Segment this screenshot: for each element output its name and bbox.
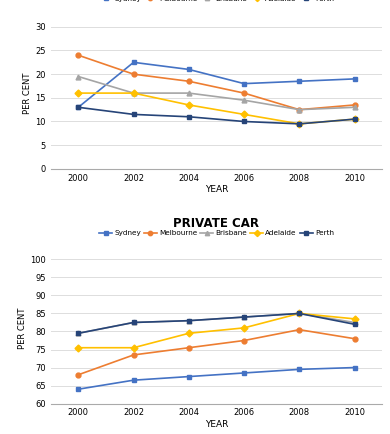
Line: Brisbane: Brisbane: [76, 74, 357, 112]
Perth: [352, 322, 357, 327]
Line: Sydney: Sydney: [76, 365, 357, 391]
Line: Adelaide: Adelaide: [76, 91, 357, 126]
Adelaide: [242, 112, 246, 117]
Brisbane: [297, 107, 302, 112]
Y-axis label: PER CENT: PER CENT: [23, 72, 32, 114]
Perth: [352, 116, 357, 122]
Sydney: [297, 79, 302, 84]
Brisbane: [131, 320, 136, 325]
Line: Perth: Perth: [76, 105, 357, 126]
Line: Adelaide: Adelaide: [76, 311, 357, 350]
Line: Brisbane: Brisbane: [76, 311, 357, 336]
Legend: Sydney, Melbourne, Brisbane, Adelaide, Perth: Sydney, Melbourne, Brisbane, Adelaide, P…: [99, 0, 334, 2]
X-axis label: YEAR: YEAR: [205, 420, 228, 429]
Melbourne: [186, 79, 191, 84]
Brisbane: [297, 311, 302, 316]
Melbourne: [76, 372, 81, 378]
Melbourne: [186, 345, 191, 350]
Sydney: [76, 387, 81, 392]
Perth: [297, 311, 302, 316]
Brisbane: [186, 318, 191, 323]
Sydney: [186, 67, 191, 72]
Line: Perth: Perth: [76, 311, 357, 336]
Melbourne: [131, 72, 136, 77]
Line: Sydney: Sydney: [76, 60, 357, 110]
Brisbane: [242, 315, 246, 320]
Line: Melbourne: Melbourne: [76, 327, 357, 377]
Brisbane: [352, 320, 357, 325]
Perth: [76, 331, 81, 336]
Perth: [131, 320, 136, 325]
Sydney: [242, 81, 246, 86]
Adelaide: [186, 331, 191, 336]
Brisbane: [76, 331, 81, 336]
Melbourne: [352, 102, 357, 108]
Melbourne: [242, 91, 246, 96]
Adelaide: [297, 121, 302, 126]
X-axis label: YEAR: YEAR: [205, 185, 228, 194]
Adelaide: [76, 345, 81, 350]
Adelaide: [242, 325, 246, 330]
Perth: [242, 119, 246, 124]
Perth: [186, 114, 191, 119]
Brisbane: [131, 91, 136, 96]
Melbourne: [297, 327, 302, 332]
Perth: [186, 318, 191, 323]
Y-axis label: PER CENT: PER CENT: [18, 307, 27, 349]
Adelaide: [76, 91, 81, 96]
Sydney: [352, 76, 357, 82]
Sydney: [131, 378, 136, 383]
Sydney: [242, 370, 246, 375]
Sydney: [76, 105, 81, 110]
Adelaide: [186, 102, 191, 108]
Adelaide: [131, 91, 136, 96]
Perth: [242, 315, 246, 320]
Legend: Sydney, Melbourne, Brisbane, Adelaide, Perth: Sydney, Melbourne, Brisbane, Adelaide, P…: [99, 230, 334, 237]
Sydney: [297, 367, 302, 372]
Brisbane: [242, 98, 246, 103]
Melbourne: [242, 338, 246, 343]
Melbourne: [352, 336, 357, 341]
Sydney: [352, 365, 357, 370]
Perth: [131, 112, 136, 117]
Melbourne: [76, 53, 81, 58]
Title: PRIVATE CAR: PRIVATE CAR: [174, 217, 259, 230]
Brisbane: [352, 105, 357, 110]
Adelaide: [352, 116, 357, 122]
Adelaide: [297, 311, 302, 316]
Line: Melbourne: Melbourne: [76, 53, 357, 112]
Brisbane: [186, 91, 191, 96]
Perth: [297, 121, 302, 126]
Adelaide: [131, 345, 136, 350]
Adelaide: [352, 316, 357, 322]
Melbourne: [131, 352, 136, 358]
Melbourne: [297, 107, 302, 112]
Sydney: [131, 60, 136, 65]
Sydney: [186, 374, 191, 379]
Brisbane: [76, 74, 81, 79]
Perth: [76, 105, 81, 110]
